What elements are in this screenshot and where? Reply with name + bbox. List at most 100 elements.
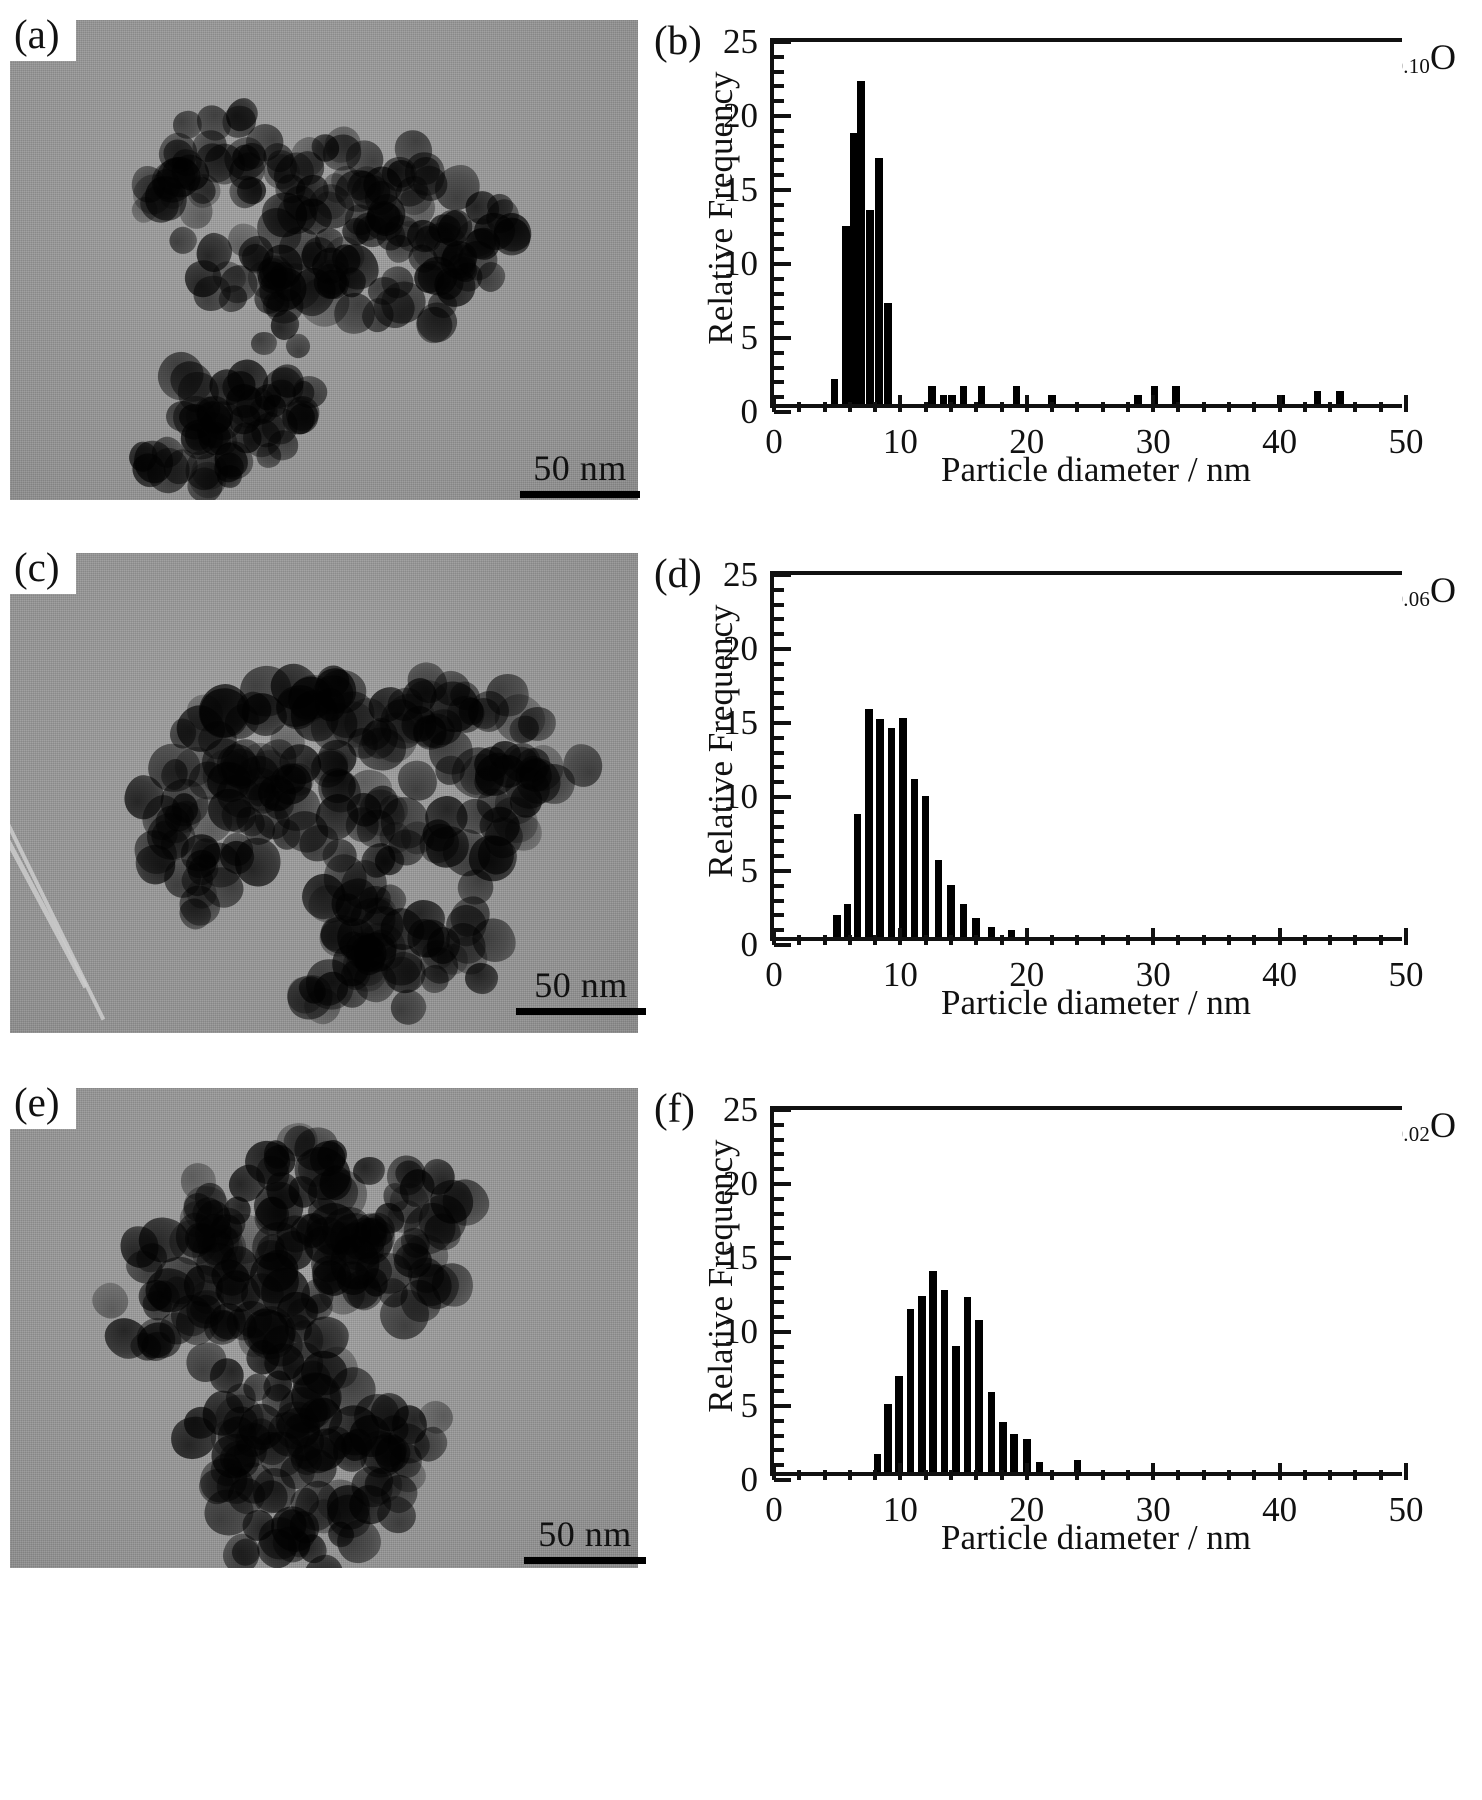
histogram-bar — [899, 717, 907, 937]
y-tick-minor-f — [774, 1211, 784, 1216]
x-tick-minor-b — [999, 402, 1004, 412]
histogram-bar — [998, 1421, 1007, 1472]
comp-tail-b: O — [1430, 37, 1456, 77]
histogram-bar — [895, 1375, 903, 1472]
y-tick-major-b-3 — [774, 188, 791, 192]
scalebar-line-c — [516, 1007, 646, 1015]
y-tick-minor-f — [774, 1196, 784, 1201]
y-tick-major-f-3 — [774, 1256, 791, 1260]
x-tick-major-b-5 — [1404, 395, 1408, 412]
plot-area-f: 0 5 10 15 20 25 0 10 20 30 40 50 — [723, 1092, 1424, 1527]
y-tick-label-b-0: 0 — [740, 392, 759, 431]
y-tick-label-f-5: 25 — [723, 1090, 758, 1129]
y-tick-minor-b — [774, 158, 784, 163]
x-tick-minor-d — [873, 935, 878, 945]
x-tick-minor-b — [974, 402, 979, 412]
y-tick-minor-f — [774, 1167, 784, 1172]
x-tick-minor-d — [822, 935, 827, 945]
x-tick-minor-b — [797, 402, 802, 412]
y-tick-minor-d — [774, 898, 784, 903]
y-tick-minor-d — [774, 913, 784, 918]
y-tick-minor-b — [774, 321, 784, 326]
plot-area-b: 0 5 10 15 20 25 0 10 20 30 40 50 — [723, 24, 1424, 459]
histogram-bar — [987, 926, 996, 937]
histogram-bar — [1313, 390, 1322, 404]
y-tick-minor-b — [774, 291, 784, 296]
y-tick-minor-f — [774, 1433, 784, 1438]
x-tick-minor-d — [999, 935, 1004, 945]
y-tick-minor-b — [774, 128, 784, 133]
histogram-bar — [875, 158, 883, 404]
x-tick-major-b-4 — [1277, 395, 1282, 412]
y-tick-major-f-4 — [774, 1182, 791, 1186]
panel-tag-f: (f) — [654, 1085, 695, 1131]
x-tick-label-d-4: 40 — [1262, 955, 1298, 994]
y-tick-label-b-5: 25 — [723, 22, 758, 61]
histogram-bar — [972, 917, 981, 937]
x-tick-minor-f — [999, 1470, 1004, 1480]
histogram-bar — [1007, 929, 1016, 937]
x-tick-major-d-2 — [1024, 928, 1029, 945]
scalebar-label-a: 50 nm — [533, 448, 627, 488]
histogram-bar — [883, 303, 892, 404]
x-axis-label-b: Particle diameter / nm — [940, 450, 1252, 489]
y-tick-minor-b — [774, 54, 784, 59]
y-tick-minor-d — [774, 928, 784, 933]
x-tick-major-d-1 — [898, 928, 903, 945]
tem-micrograph-e — [10, 1088, 638, 1568]
x-tick-label-f-0: 0 — [765, 1490, 783, 1529]
comp-tail-d: O — [1430, 570, 1456, 610]
y-tick-label-d-5: 25 — [723, 555, 758, 594]
x-tick-minor-f — [1100, 1470, 1105, 1480]
x-tick-minor-d — [923, 935, 928, 945]
x-tick-minor-b — [822, 402, 827, 412]
bar-series-d — [774, 575, 1402, 937]
x-tick-label-f-3: 30 — [1135, 1490, 1171, 1529]
x-tick-minor-b — [1378, 402, 1383, 412]
x-tick-minor-f — [797, 1470, 802, 1480]
x-tick-minor-d — [1176, 935, 1181, 945]
x-tick-minor-d — [1100, 935, 1105, 945]
x-tick-minor-b — [873, 402, 878, 412]
histogram-bar — [830, 378, 839, 404]
x-tick-minor-b — [1075, 402, 1080, 412]
x-tick-minor-d — [948, 935, 953, 945]
histogram-bar — [910, 778, 919, 937]
x-tick-minor-d — [1201, 935, 1206, 945]
x-tick-major-b-2 — [1024, 395, 1029, 412]
histogram-bar — [1073, 1460, 1082, 1472]
y-tick-minor-f — [774, 1122, 784, 1127]
y-tick-major-f-2 — [774, 1330, 791, 1334]
x-tick-minor-b — [1353, 402, 1358, 412]
y-tick-major-b-1 — [774, 336, 791, 340]
x-tick-label-b-0: 0 — [765, 422, 783, 461]
y-tick-minor-d — [774, 632, 784, 637]
histogram-bar — [959, 386, 968, 404]
y-tick-major-b-2 — [774, 262, 791, 266]
histogram-bar — [865, 709, 873, 937]
scalebar-line-e — [524, 1556, 646, 1564]
y-tick-minor-b — [774, 143, 784, 148]
y-tick-minor-d — [774, 676, 784, 681]
x-tick-major-d-5 — [1404, 928, 1408, 945]
x-tick-minor-f — [1201, 1470, 1206, 1480]
y-tick-minor-b — [774, 99, 784, 104]
scalebar-label-c: 50 nm — [534, 965, 628, 1005]
x-tick-minor-d — [1353, 935, 1358, 945]
histogram-bar — [843, 904, 852, 937]
x-tick-minor-d — [1227, 935, 1232, 945]
y-tick-minor-f — [774, 1226, 784, 1231]
y-tick-minor-f — [774, 1315, 784, 1320]
y-tick-minor-f — [774, 1374, 784, 1379]
x-tick-minor-b — [1176, 402, 1181, 412]
tem-micrograph-a — [10, 20, 638, 500]
nanoparticle — [292, 1433, 339, 1474]
histogram-bar — [929, 1270, 938, 1472]
y-tick-minor-b — [774, 380, 784, 385]
y-tick-minor-f — [774, 1241, 784, 1246]
y-tick-label-d-1: 5 — [740, 851, 759, 890]
y-tick-minor-f — [774, 1448, 784, 1453]
y-tick-minor-b — [774, 306, 784, 311]
y-tick-label-d-2: 10 — [723, 777, 758, 816]
panel-tag-a: (a) — [0, 10, 76, 61]
